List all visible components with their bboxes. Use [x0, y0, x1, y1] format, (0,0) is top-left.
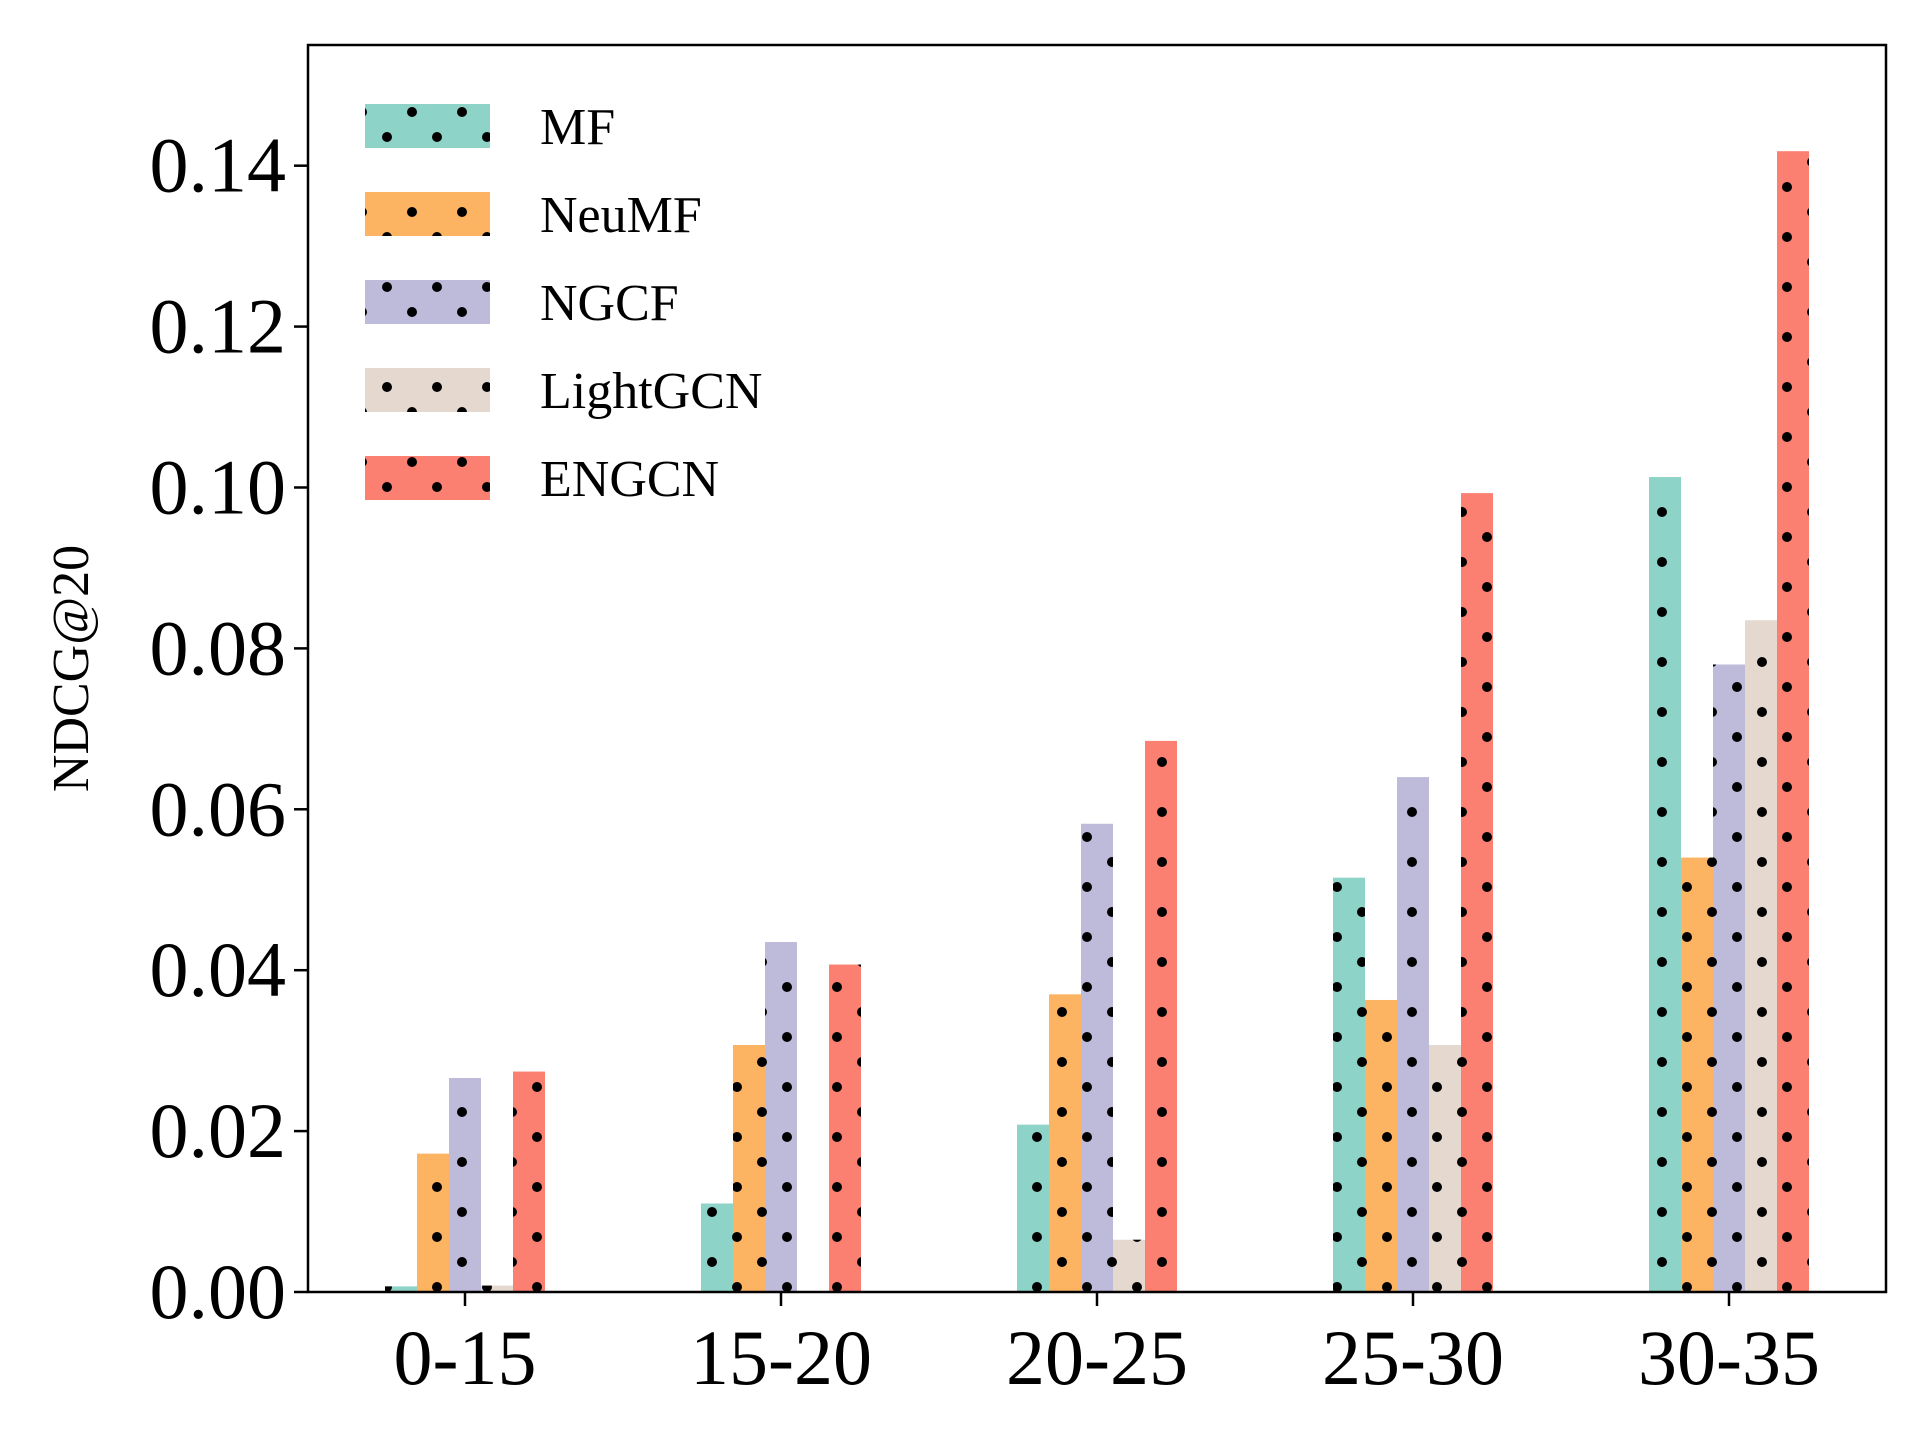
bar-hatch — [1713, 664, 1745, 1292]
bar-lightgcn-25-30 — [1429, 1045, 1461, 1292]
bar-hatch — [1365, 999, 1397, 1292]
bar-hatch — [1777, 151, 1809, 1292]
bar-engcn-15-20 — [829, 964, 861, 1292]
legend-swatch-hatch — [365, 368, 490, 412]
bar-hatch — [829, 964, 861, 1292]
bar-lightgcn-0-15 — [481, 1285, 513, 1292]
y-tick-label: 0.12 — [150, 283, 287, 370]
bar-ngcf-20-25 — [1081, 823, 1113, 1292]
legend-label: MF — [540, 99, 615, 156]
bar-hatch — [1145, 740, 1177, 1292]
y-tick-label: 0.10 — [150, 443, 287, 530]
bar-engcn-20-25 — [1145, 740, 1177, 1292]
bar-neumf-15-20 — [733, 1045, 765, 1292]
bar-hatch — [1649, 477, 1681, 1292]
bar-hatch — [481, 1285, 513, 1292]
bar-ngcf-30-35 — [1713, 664, 1745, 1292]
legend-item-ngcf: NGCF — [365, 275, 679, 332]
bar-hatch — [765, 942, 797, 1292]
bars-layer — [385, 151, 1809, 1292]
legend-label: LightGCN — [540, 363, 762, 420]
x-tick-label: 20-25 — [1006, 1314, 1188, 1401]
legend-item-engcn: ENGCN — [365, 451, 719, 508]
bar-mf-25-30 — [1333, 877, 1365, 1292]
bar-lightgcn-20-25 — [1113, 1239, 1145, 1292]
y-tick-label: 0.06 — [150, 765, 287, 852]
legend-item-lightgcn: LightGCN — [365, 363, 762, 420]
x-tick-label: 30-35 — [1638, 1314, 1820, 1401]
legend-label: ENGCN — [540, 451, 719, 508]
legend-swatch-hatch — [365, 280, 490, 324]
bar-ngcf-0-15 — [449, 1077, 481, 1292]
axes-layer: 0.00 0.02 0.04 0.06 0.08 0.10 0.12 0.14 0-15 15-2… — [150, 122, 1820, 1401]
legend-swatch-hatch — [365, 456, 490, 500]
bar-engcn-25-30 — [1461, 493, 1493, 1292]
bar-hatch — [1681, 857, 1713, 1292]
bar-hatch — [449, 1077, 481, 1292]
bar-engcn-0-15 — [513, 1071, 545, 1292]
bar-hatch — [733, 1045, 765, 1292]
bar-hatch — [1081, 823, 1113, 1292]
legend-swatch-hatch — [365, 192, 490, 236]
bar-hatch — [1461, 493, 1493, 1292]
legend-swatch-hatch — [365, 104, 490, 148]
bar-hatch — [1113, 1239, 1145, 1292]
bar-mf-30-35 — [1649, 477, 1681, 1292]
legend-label: NeuMF — [540, 187, 702, 244]
y-tick-label: 0.00 — [150, 1248, 287, 1335]
bar-ngcf-15-20 — [765, 942, 797, 1292]
legend-item-mf: MF — [365, 99, 615, 156]
y-tick-label: 0.08 — [150, 604, 287, 691]
y-tick-label: 0.14 — [150, 122, 287, 209]
y-tick-label: 0.02 — [150, 1087, 287, 1174]
x-tick-label: 25-30 — [1322, 1314, 1504, 1401]
legend: MF NeuMF NGCF LightGCN ENGCN — [365, 99, 762, 508]
bar-hatch — [1745, 620, 1777, 1292]
bar-hatch — [1333, 877, 1365, 1292]
bar-mf-0-15 — [385, 1286, 417, 1292]
bar-hatch — [385, 1286, 417, 1292]
bar-lightgcn-30-35 — [1745, 620, 1777, 1292]
bar-engcn-30-35 — [1777, 151, 1809, 1292]
x-tick-label: 0-15 — [394, 1314, 537, 1401]
bar-neumf-20-25 — [1049, 994, 1081, 1292]
y-axis-label: NDCG@20 — [43, 545, 100, 792]
plot-frame — [306, 43, 1888, 1294]
bar-hatch — [1049, 994, 1081, 1292]
bar-hatch — [1429, 1045, 1461, 1292]
bar-ngcf-25-30 — [1397, 777, 1429, 1292]
bar-hatch — [417, 1153, 449, 1292]
bar-neumf-30-35 — [1681, 857, 1713, 1292]
bar-hatch — [1017, 1124, 1049, 1292]
bar-neumf-0-15 — [417, 1153, 449, 1292]
legend-label: NGCF — [540, 275, 679, 332]
bar-hatch — [1397, 777, 1429, 1292]
x-tick-label: 15-20 — [690, 1314, 872, 1401]
legend-item-neumf: NeuMF — [365, 187, 702, 244]
y-tick-label: 0.04 — [150, 926, 287, 1013]
bar-mf-15-20 — [701, 1203, 733, 1292]
bar-mf-20-25 — [1017, 1124, 1049, 1292]
bar-hatch — [513, 1071, 545, 1292]
bar-neumf-25-30 — [1365, 999, 1397, 1292]
bar-hatch — [701, 1203, 733, 1292]
